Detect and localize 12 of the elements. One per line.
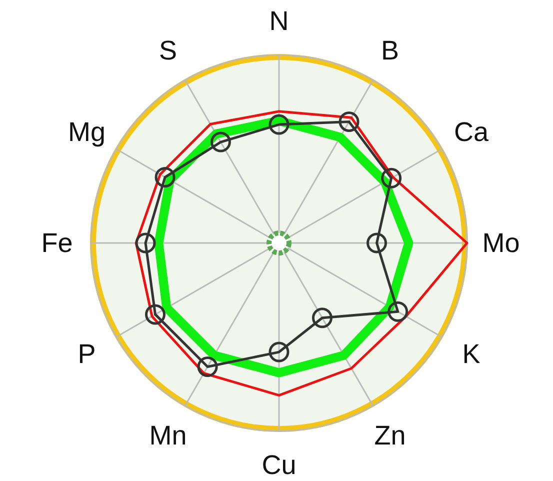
spoke-label: Fe [41, 228, 73, 258]
spoke-label: Cu [262, 450, 296, 480]
spoke-label: S [158, 36, 178, 66]
spoke-label: Mn [149, 420, 187, 450]
spoke-label: Zn [374, 420, 406, 450]
spoke-label: N [269, 6, 289, 36]
spoke-label: Mo [482, 228, 520, 258]
spoke-label: K [462, 339, 480, 369]
spoke-label: P [78, 339, 96, 369]
spoke-label: B [380, 36, 400, 66]
spoke-label: Mg [68, 117, 106, 147]
spoke-label: Ca [454, 117, 490, 147]
